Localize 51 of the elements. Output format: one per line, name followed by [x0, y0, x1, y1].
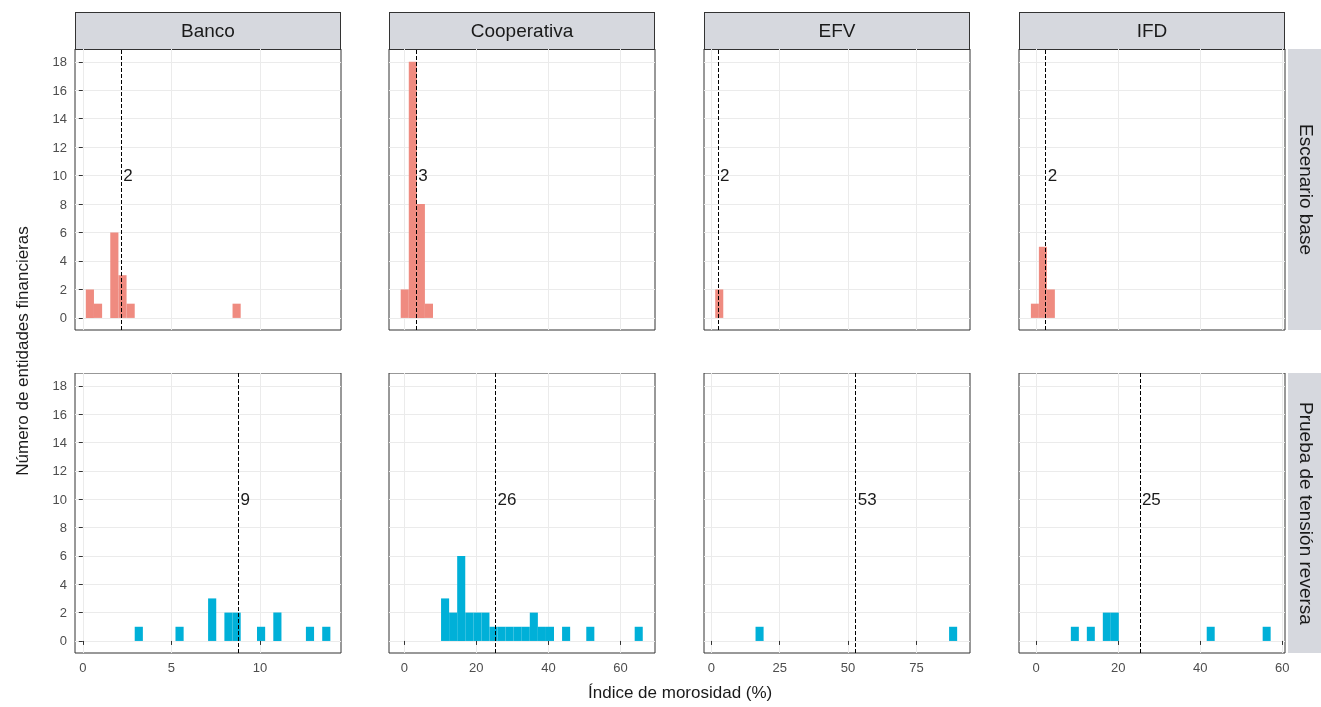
- x-tick-label: 0: [79, 660, 87, 675]
- y2-axis-title: Escenario base: [1288, 49, 1321, 330]
- y-tick-label: 2: [59, 281, 67, 297]
- annotation: 2: [123, 166, 133, 186]
- x-tick-label: 50: [840, 660, 856, 675]
- y-tick-label: 16: [52, 82, 67, 98]
- y-tick-label: 6: [59, 225, 67, 241]
- x-tick-label: 20: [1110, 660, 1126, 675]
- y-tick-label: 12: [52, 139, 67, 155]
- x-tick-label: 5: [167, 660, 176, 675]
- annotation: 53: [857, 489, 877, 509]
- chart-title: Cooperativa: [389, 12, 655, 50]
- annotation: 9: [240, 489, 250, 509]
- annotation: 3: [418, 166, 428, 186]
- y-tick-label: 4: [59, 253, 67, 269]
- y-tick-label: 18: [52, 378, 67, 394]
- x-tick-label: 0: [1032, 660, 1040, 675]
- x-tick-label: 40: [541, 660, 556, 675]
- x-axis-title: Índice de morosidad (%): [588, 683, 773, 703]
- annotation: 2: [1047, 166, 1058, 186]
- y-tick-label: 6: [59, 548, 67, 564]
- chart-title: EFV: [704, 12, 970, 50]
- y-tick-label: 2: [59, 605, 67, 621]
- annotation: 25: [1141, 489, 1161, 509]
- x-tick-label: 0: [400, 660, 408, 675]
- annotation: 26: [497, 489, 517, 509]
- y-tick-label: 4: [59, 576, 67, 592]
- x-tick-label: 25: [772, 660, 787, 675]
- x-tick-label: 10: [252, 660, 268, 675]
- y-tick-label: 10: [52, 168, 67, 184]
- y2-axis-title: Prueba de tensión reversa: [1288, 373, 1321, 653]
- y-tick-label: 14: [52, 111, 67, 127]
- annotation: 2: [719, 166, 730, 186]
- y-tick-label: 0: [59, 310, 67, 326]
- x-tick-label: 20: [469, 660, 484, 675]
- chart-title: Banco: [75, 12, 341, 50]
- y-tick-label: 14: [52, 434, 67, 450]
- y-axis-title: Número de entidades financieras: [12, 226, 33, 476]
- y-tick-label: 8: [59, 196, 67, 212]
- x-tick-label: 60: [1274, 660, 1290, 675]
- x-tick-label: 75: [909, 660, 924, 675]
- y-tick-label: 0: [59, 633, 67, 649]
- x-tick-label: 60: [613, 660, 628, 675]
- chart-title: IFD: [1019, 12, 1285, 50]
- y-tick-label: 16: [52, 406, 67, 422]
- x-tick-label: 0: [707, 660, 715, 675]
- y-tick-label: 18: [52, 54, 67, 70]
- y-tick-label: 10: [52, 491, 67, 507]
- y-tick-label: 8: [59, 520, 67, 536]
- x-tick-label: 40: [1192, 660, 1208, 675]
- y-tick-label: 12: [52, 463, 67, 479]
